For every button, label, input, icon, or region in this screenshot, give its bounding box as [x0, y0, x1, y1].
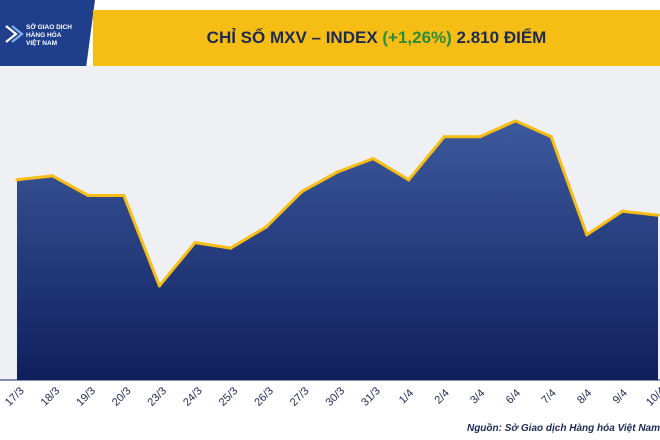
x-tick-label: 8/4 — [575, 387, 594, 406]
data-point — [407, 178, 411, 182]
data-point — [371, 157, 375, 161]
logo-text: SỞ GIAO DỊCH HÀNG HÓA VIỆT NAM — [26, 24, 72, 48]
x-tick-label: 20/3 — [110, 385, 134, 409]
data-point — [442, 135, 446, 139]
title-bar: CHỈ SỐ MXV – INDEX (+1,26%) 2.810 ĐIỂM — [93, 10, 660, 66]
data-point — [157, 284, 162, 288]
x-tick-label: 10/4 — [644, 385, 660, 409]
data-point — [335, 170, 340, 174]
x-tick-label: 19/3 — [74, 385, 98, 409]
x-tick-label: 31/3 — [359, 385, 383, 409]
data-point — [86, 193, 90, 198]
data-point — [15, 178, 19, 182]
title-change: (+1,26%) — [382, 28, 452, 47]
data-point — [229, 246, 233, 250]
x-tick-label: 1/4 — [397, 387, 416, 406]
data-point — [51, 174, 55, 178]
x-tick-label: 17/3 — [3, 385, 27, 409]
x-tick-label: 2/4 — [433, 387, 452, 406]
x-tick-label: 25/3 — [217, 385, 241, 409]
x-tick-label: 9/4 — [611, 387, 630, 406]
data-point — [656, 213, 660, 217]
data-point — [513, 119, 518, 123]
data-point — [264, 225, 268, 229]
logo-chevron-icon — [5, 25, 24, 43]
header: SỞ GIAO DỊCH HÀNG HÓA VIỆT NAM CHỈ SỐ MX… — [0, 0, 660, 80]
logo-line: VIỆT NAM — [26, 40, 58, 47]
data-point — [193, 241, 197, 245]
title-suffix: 2.810 ĐIỂM — [451, 28, 547, 47]
data-point — [585, 233, 589, 237]
area-fill — [17, 120, 658, 381]
chart-title: CHỈ SỐ MXV – INDEX (+1,26%) 2.810 ĐIỂM — [93, 10, 660, 66]
x-tick-label: 18/3 — [39, 385, 63, 409]
data-point — [478, 135, 482, 139]
data-point — [549, 135, 553, 139]
logo-line: HÀNG HÓA — [26, 32, 62, 39]
source-note: Nguồn: Sở Giao dịch Hàng hóa Việt Nam — [466, 423, 660, 434]
title-prefix: CHỈ SỐ MXV – INDEX — [206, 28, 383, 47]
logo-line: SỞ GIAO DỊCH — [26, 24, 72, 31]
x-tick-label: 7/4 — [539, 387, 558, 406]
data-point — [122, 193, 126, 198]
data-point — [300, 190, 304, 194]
x-tick-label: 23/3 — [146, 385, 170, 409]
x-tick-label: 3/4 — [468, 387, 487, 406]
area-chart: 17/3 18/3 19/3 20/3 23/3 24/3 25/3 26/3 27/3 30/3… — [0, 66, 660, 409]
logo-panel: SỞ GIAO DỊCH HÀNG HÓA VIỆT NAM — [0, 0, 95, 68]
x-tick-label: 24/3 — [181, 385, 205, 409]
x-tick-label: 27/3 — [288, 385, 312, 409]
x-tick-label: 6/4 — [504, 387, 523, 406]
x-tick-label: 26/3 — [252, 385, 276, 409]
x-tick-label: 30/3 — [324, 385, 348, 409]
data-point — [620, 209, 624, 213]
